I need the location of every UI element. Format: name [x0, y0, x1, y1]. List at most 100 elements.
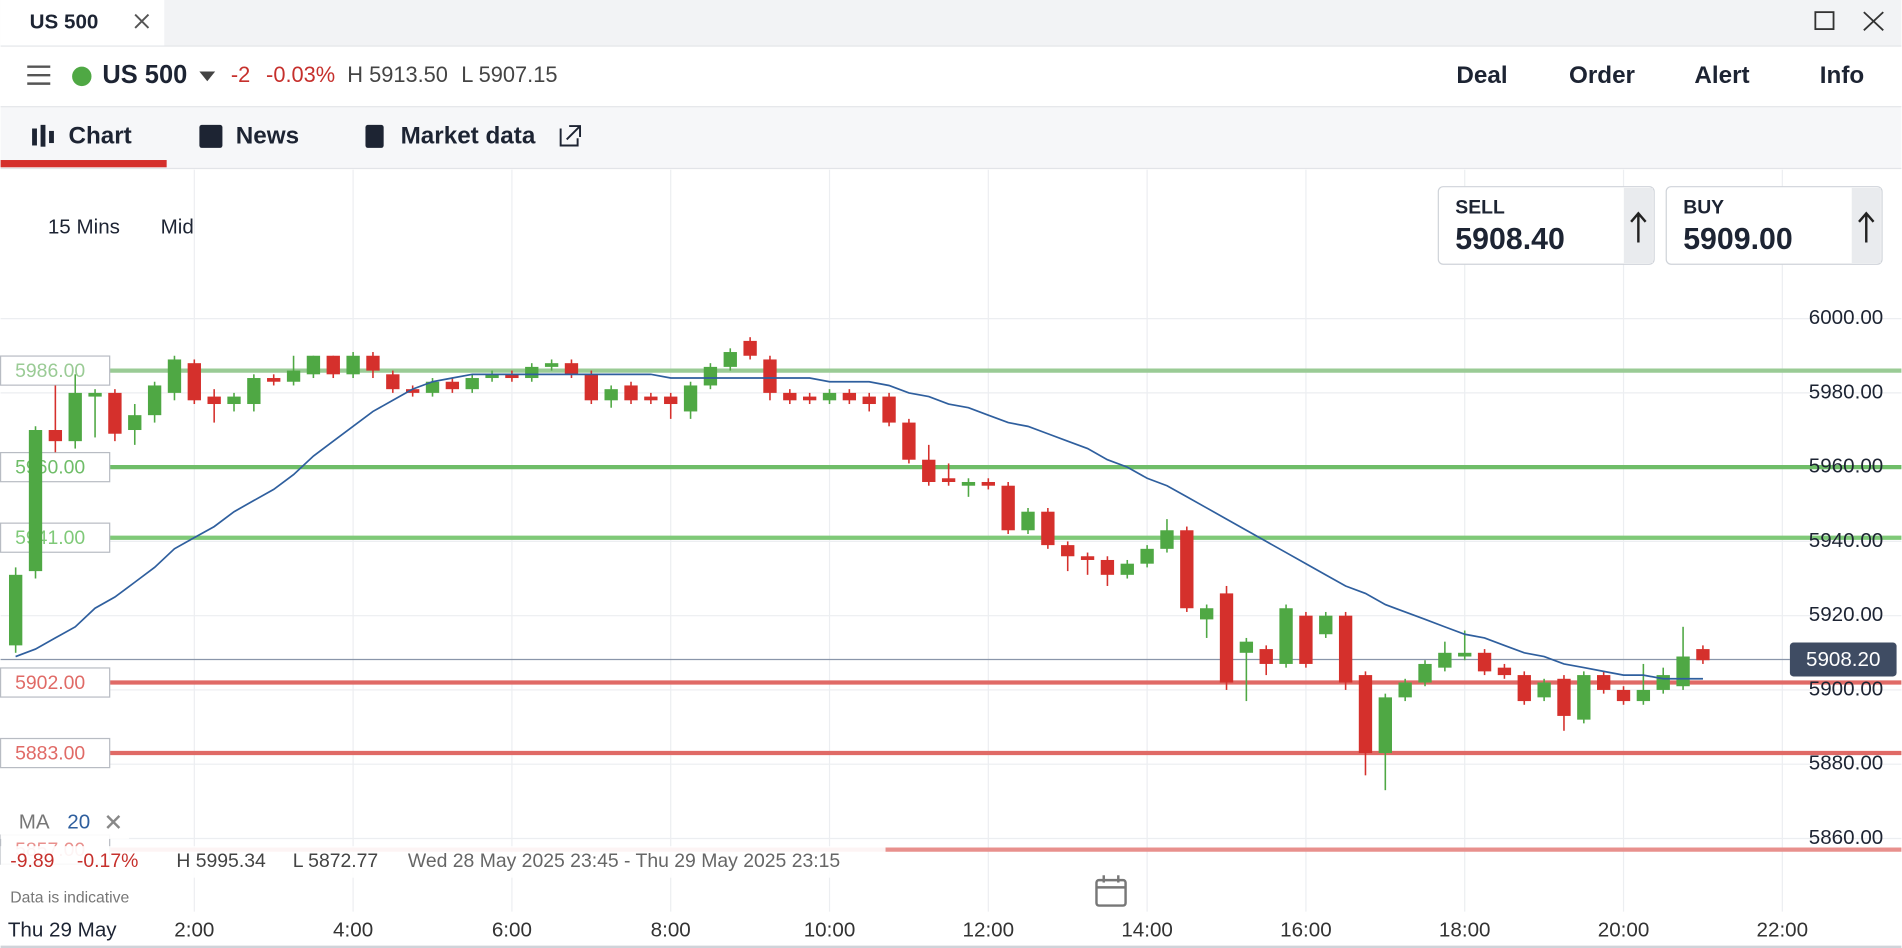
candle-body	[703, 366, 718, 386]
candle-body	[386, 374, 400, 390]
candle-body	[1537, 682, 1551, 698]
status-dot	[72, 66, 92, 87]
change: -2	[231, 62, 250, 87]
candle-body	[1259, 649, 1273, 664]
candle-body	[1120, 563, 1134, 575]
candle-body	[1616, 689, 1631, 702]
buy-arrow	[1858, 211, 1875, 243]
candle-body	[1140, 548, 1154, 564]
candle-body	[1458, 652, 1472, 657]
change-pct: -0.03%	[266, 62, 335, 87]
candle-body	[1160, 530, 1174, 549]
candle-body	[941, 478, 956, 482]
candle-body	[1021, 511, 1035, 531]
candle-body	[1438, 652, 1452, 668]
candle-body	[664, 396, 678, 405]
price-level-label: 5883.00	[15, 742, 85, 764]
candle-body	[346, 355, 360, 375]
disclaimer: Data is indicative	[10, 889, 129, 906]
tab-bar	[0, 0, 1902, 47]
x-tick-label: 12:00	[963, 918, 1015, 941]
candle-body	[763, 359, 777, 393]
tab-close[interactable]	[134, 13, 150, 29]
y-tick-label: 6000.00	[1809, 306, 1883, 329]
candle-body	[981, 481, 995, 486]
candle-body	[1180, 530, 1194, 609]
chart-tab[interactable]: Chart	[68, 122, 131, 149]
candle-body	[465, 378, 479, 390]
buy-box[interactable]	[1665, 186, 1883, 265]
market-data-icon	[365, 124, 384, 148]
external-link-icon	[559, 125, 582, 147]
candle-body	[187, 363, 201, 401]
candle-body	[1358, 675, 1373, 754]
ma-period: 20	[67, 811, 90, 834]
close-window[interactable]	[1863, 11, 1884, 31]
interval-button[interactable]	[29, 210, 139, 245]
candle-body	[1676, 656, 1690, 687]
maximize[interactable]	[1814, 11, 1835, 31]
deal-button[interactable]: Deal	[1456, 62, 1507, 89]
ma-remove[interactable]	[106, 815, 121, 829]
buy-price[interactable]: 5909.00	[1683, 223, 1793, 256]
sell-label[interactable]: SELL	[1455, 197, 1505, 219]
candle-body	[1001, 485, 1015, 531]
price-type[interactable]: Mid	[161, 215, 194, 238]
calendar-icon[interactable]	[1095, 875, 1127, 907]
menu[interactable]	[27, 65, 51, 85]
interval[interactable]: 15 Mins	[48, 215, 120, 238]
order-button[interactable]: Order	[1569, 62, 1636, 89]
sell-box[interactable]	[1437, 186, 1655, 265]
candle-body	[525, 366, 539, 379]
buy-label[interactable]: BUY	[1683, 197, 1724, 219]
candle-body	[28, 430, 43, 572]
y-tick-label: 5980.00	[1809, 380, 1883, 403]
plot-area: 5986.005960.005941.005902.005883.005857.…	[0, 169, 1902, 941]
news-tab[interactable]: News	[236, 122, 299, 149]
x-tick-label: 16:00	[1280, 918, 1332, 941]
market-data-tab[interactable]: Market data	[401, 122, 536, 149]
summary-change: -9.89	[10, 850, 54, 872]
summary-bg	[0, 846, 886, 878]
instrument[interactable]: US 500	[102, 61, 187, 89]
sell-arrow	[1630, 211, 1647, 243]
candle-body	[1557, 678, 1571, 716]
candle-body	[1200, 608, 1214, 620]
candle-body	[902, 422, 916, 460]
date-label: Thu 29 May	[8, 918, 117, 941]
price-level-label-box	[0, 451, 111, 483]
x-tick-label: 20:00	[1598, 918, 1650, 941]
candle-body	[1299, 615, 1313, 664]
candle-body	[1041, 511, 1055, 546]
high: H 5913.50	[347, 62, 448, 87]
summary-range: Wed 28 May 2025 23:45 - Thu 29 May 2025 …	[408, 850, 840, 872]
low: L 5907.15	[461, 62, 557, 87]
alert-button[interactable]: Alert	[1694, 62, 1749, 89]
dropdown[interactable]	[199, 71, 216, 82]
tab[interactable]	[0, 0, 165, 47]
tab-title[interactable]: US 500	[30, 10, 99, 33]
candle-body	[1636, 689, 1651, 702]
candle-body	[882, 396, 896, 423]
candle-body	[445, 381, 460, 390]
x-tick-label: 4:00	[333, 918, 373, 941]
candle-body	[624, 385, 638, 401]
x-tick-label: 18:00	[1439, 918, 1491, 941]
candle-body	[961, 481, 976, 486]
candle-body	[743, 340, 757, 356]
candle-body	[604, 389, 618, 401]
info-button[interactable]: Info	[1820, 62, 1864, 89]
y-tick-label: 5860.00	[1809, 826, 1883, 849]
sell-price[interactable]: 5908.40	[1455, 223, 1565, 256]
news-icon	[199, 124, 223, 148]
candle-body	[1477, 652, 1492, 672]
candle-body	[1319, 615, 1333, 635]
candle-body	[1517, 675, 1531, 702]
candle-body	[68, 392, 82, 442]
candle-body	[48, 430, 63, 442]
ma-legend-bg	[0, 807, 130, 839]
candle-body	[167, 359, 182, 393]
x-tick-label: 14:00	[1121, 918, 1173, 941]
active-tab-indicator	[0, 160, 167, 168]
